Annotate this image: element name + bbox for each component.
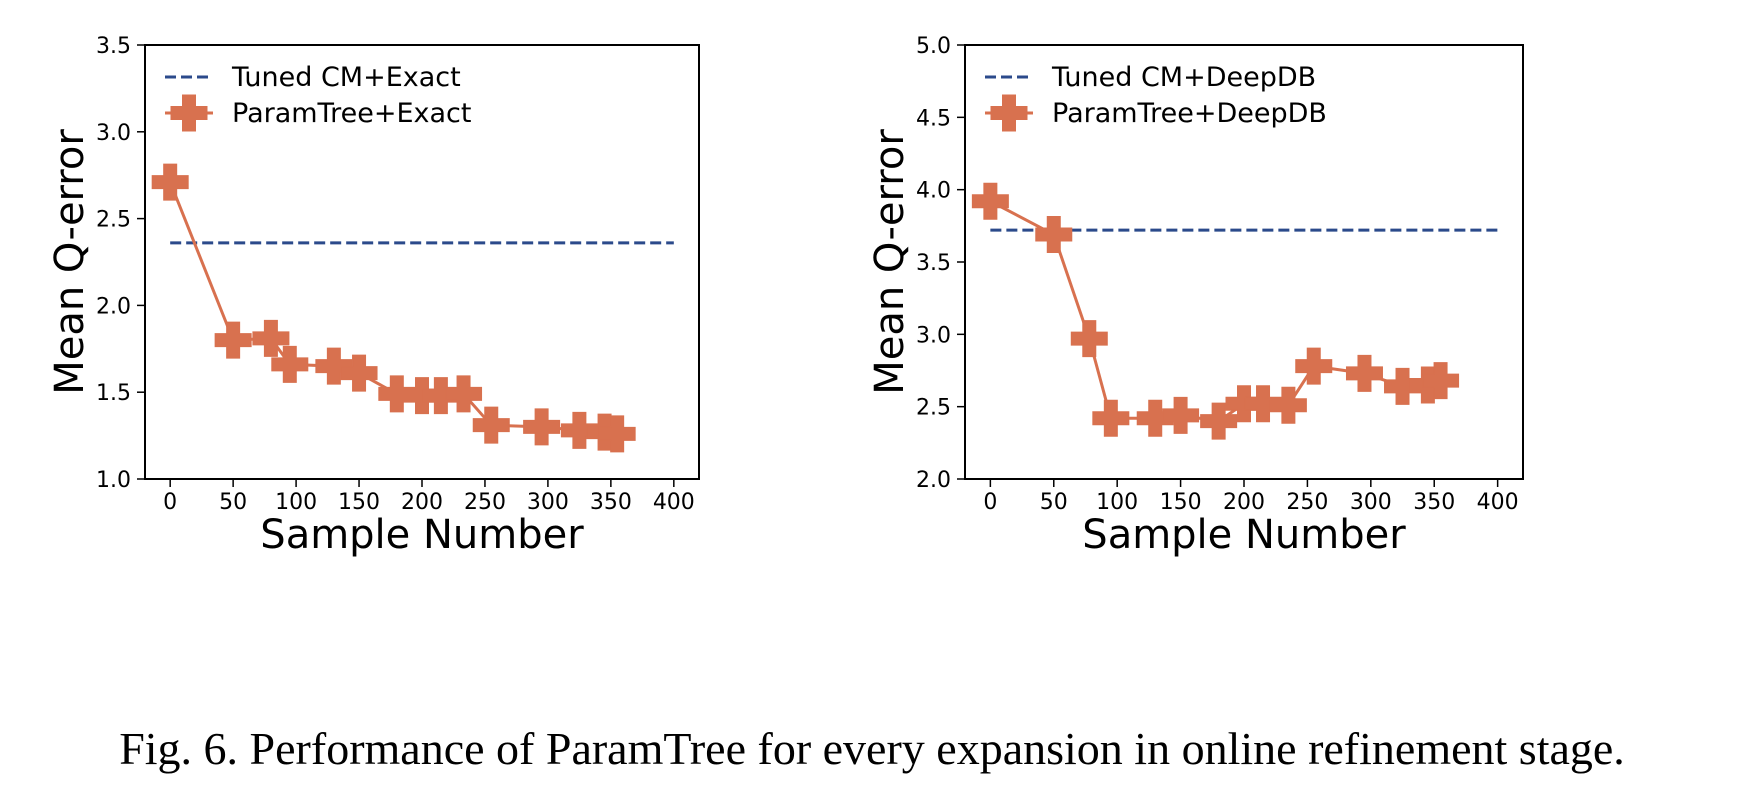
x-tick-label: 0: [163, 490, 177, 515]
data-point-marker: [1035, 216, 1073, 254]
y-axis-title: Mean Q-error: [47, 129, 93, 395]
data-point-marker: [1136, 399, 1174, 437]
data-point-marker: [151, 163, 189, 201]
y-tick-label: 4.0: [916, 179, 951, 204]
x-tick-label: 200: [1223, 490, 1265, 515]
x-tick-label: 250: [1286, 490, 1328, 515]
x-tick-label: 300: [1350, 490, 1392, 515]
y-tick-label: 3.5: [916, 251, 951, 276]
legend-label: Tuned CM+Exact: [231, 62, 461, 93]
data-point-marker: [378, 375, 416, 413]
x-axis-title: Sample Number: [260, 512, 584, 558]
y-tick-label: 2.0: [916, 468, 951, 493]
data-point-marker: [1162, 396, 1200, 434]
y-tick-label: 3.0: [96, 121, 131, 146]
figure-caption: Fig. 6. Performance of ParamTree for eve…: [119, 723, 1625, 774]
data-point-marker: [560, 411, 598, 449]
x-tick-label: 50: [219, 490, 247, 515]
legend-label: ParamTree+Exact: [232, 98, 471, 129]
data-point-marker: [1269, 386, 1307, 424]
chart-panel-right: 0 50 100 150 200 250 300 350 400 2.0 2.5 3.0 3.5 4.0 4…: [867, 34, 1524, 558]
x-tick-label: 200: [401, 490, 443, 515]
x-tick-label: 100: [1096, 490, 1138, 515]
chart-panel-left: 0 50 100 150 200 250 300 350 400 1.0 1.5 2.0 2.5 3.0 3…: [47, 34, 700, 558]
data-point-marker: [1384, 367, 1422, 405]
data-point-marker: [271, 345, 309, 383]
data-point-marker: [523, 408, 561, 446]
data-point-marker: [1422, 362, 1460, 400]
data-point-marker: [445, 375, 483, 413]
x-tick-label: 100: [275, 490, 317, 515]
x-tick-label: 250: [464, 490, 506, 515]
y-tick-label: 5.0: [916, 34, 951, 59]
legend-label: ParamTree+DeepDB: [1052, 98, 1327, 129]
x-tick-label: 400: [1477, 490, 1519, 515]
y-tick-label: 2.0: [96, 294, 131, 319]
x-axis-title: Sample Number: [1082, 512, 1406, 558]
legend-swatch-marker: [170, 94, 208, 132]
data-point-marker: [1295, 347, 1333, 385]
y-tick-label: 2.5: [96, 208, 131, 233]
x-tick-label: 300: [527, 490, 569, 515]
data-point-marker: [214, 321, 252, 359]
x-tick-label: 400: [653, 490, 695, 515]
data-point-marker: [472, 406, 510, 444]
y-tick-label: 3.5: [96, 34, 131, 59]
x-tick-label: 50: [1040, 490, 1068, 515]
data-point-marker: [598, 415, 636, 453]
y-tick-label: 4.5: [916, 106, 951, 131]
y-tick-label: 1.0: [96, 468, 131, 493]
data-point-marker: [1200, 402, 1238, 440]
figure: 0 50 100 150 200 250 300 350 400 1.0 1.5 2.0 2.5 3.0 3…: [47, 34, 1524, 558]
data-point-marker: [315, 347, 353, 385]
data-point-marker: [971, 182, 1009, 220]
data-point-marker: [1070, 320, 1108, 358]
y-tick-label: 1.5: [96, 381, 131, 406]
x-tick-label: 0: [983, 490, 997, 515]
y-tick-label: 2.5: [916, 396, 951, 421]
x-tick-label: 350: [1413, 490, 1455, 515]
x-tick-label: 150: [1160, 490, 1202, 515]
legend-swatch-marker: [990, 94, 1028, 132]
data-point-marker: [252, 319, 290, 357]
data-point-marker: [340, 354, 378, 392]
legend-label: Tuned CM+DeepDB: [1051, 62, 1316, 93]
data-point-marker: [1345, 354, 1383, 392]
x-tick-label: 350: [590, 490, 632, 515]
data-point-marker: [1092, 399, 1130, 437]
x-tick-label: 150: [338, 490, 380, 515]
y-tick-label: 3.0: [916, 323, 951, 348]
y-axis-title: Mean Q-error: [867, 129, 913, 395]
data-point-marker: [1244, 385, 1282, 423]
